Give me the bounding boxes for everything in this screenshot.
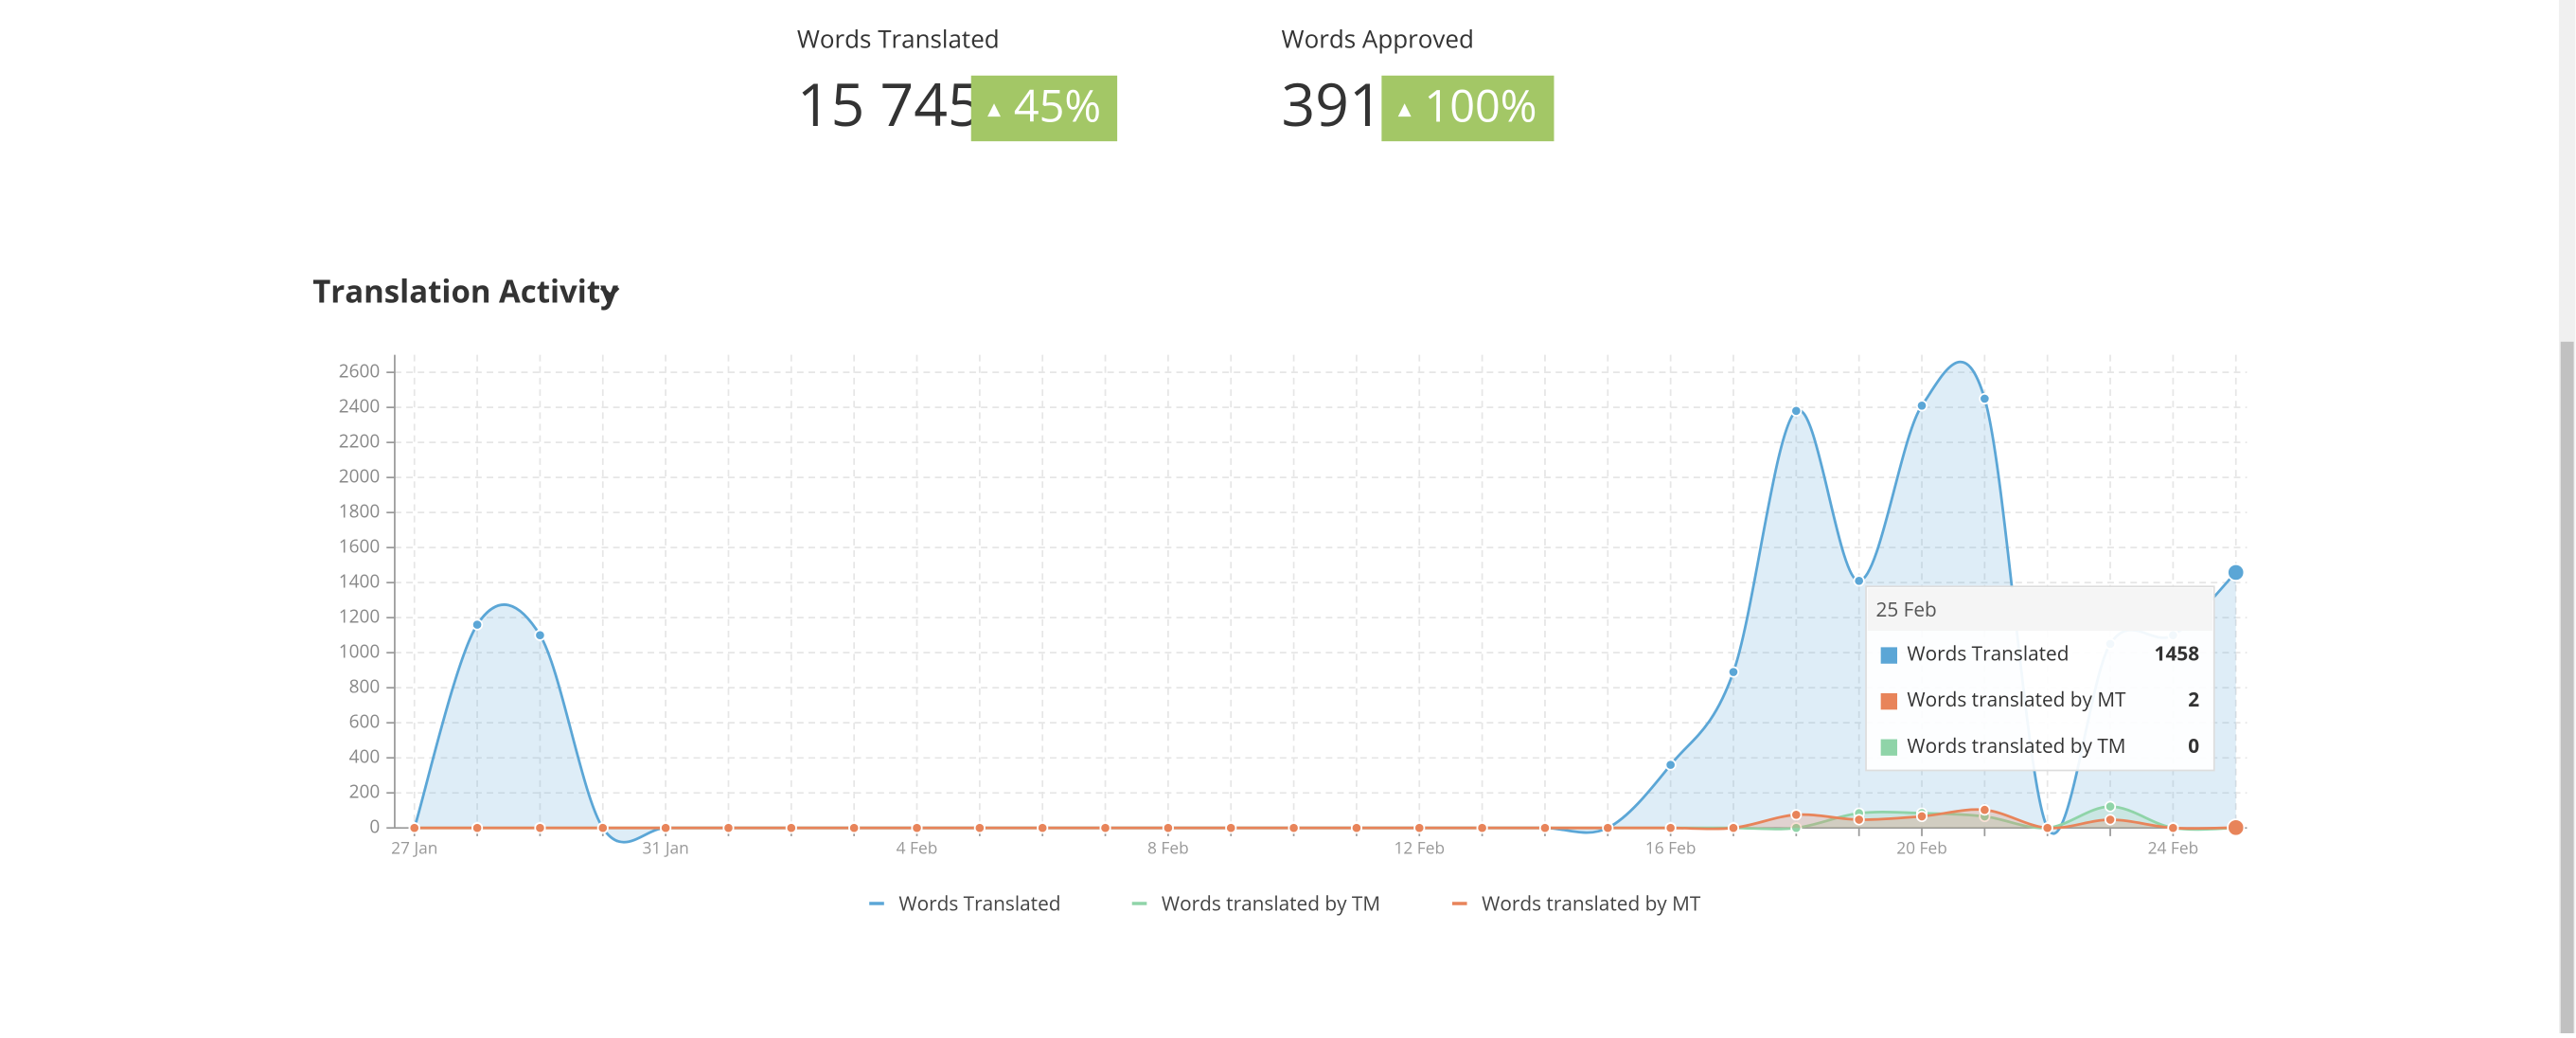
x-tick-label: 4 Feb [897, 836, 938, 859]
stat-badge [1381, 75, 1554, 142]
x-tick-label: 20 Feb [1896, 836, 1947, 859]
stat-change: 45% [1014, 75, 1101, 135]
y-tick-label: 2000 [339, 463, 381, 488]
legend-label: Words translated by TM [1162, 890, 1380, 917]
section-title: Translation Activity [312, 269, 618, 312]
point [1099, 822, 1111, 834]
stat: Words Translated 15 745 45% [797, 21, 1118, 144]
up-arrow [1397, 103, 1412, 117]
tooltip-series: Words translated by MT [1907, 687, 2126, 713]
point [408, 822, 420, 834]
tooltip-series: Words translated by TM [1907, 733, 2125, 760]
tooltip: 25 Feb Words Translated 1458 Words transla… [1865, 585, 2215, 772]
tooltip-header [1867, 587, 2213, 632]
area [414, 809, 2236, 830]
stat-value: 391 [1282, 63, 1383, 144]
scrollbar-thumb[interactable] [2560, 341, 2574, 1033]
y-tick-label: 800 [349, 673, 381, 698]
point [973, 822, 986, 834]
point [596, 822, 609, 834]
point [1162, 822, 1174, 834]
x-tick-label: 24 Feb [2148, 836, 2199, 859]
x-tick-label: 31 Jan [643, 836, 689, 859]
point [1350, 822, 1362, 834]
point [1538, 822, 1552, 834]
y-tick-label: 400 [349, 743, 381, 768]
tooltip-value: 1458 [2155, 641, 2200, 668]
point [534, 822, 546, 834]
point [1037, 822, 1049, 834]
y-tick-label: 1000 [339, 638, 381, 663]
point [1915, 810, 1928, 823]
tooltip-value: 2 [2188, 687, 2199, 713]
y-tick-label: 2400 [339, 393, 381, 418]
point [471, 618, 484, 631]
point [1853, 814, 1865, 826]
point [848, 822, 861, 834]
area [414, 362, 2236, 843]
point [785, 822, 797, 834]
y-tick-label: 200 [349, 778, 381, 803]
x-tick-label: 27 Jan [391, 836, 437, 859]
y-tick-label: 1200 [339, 603, 381, 628]
point [1413, 822, 1426, 834]
y-tick-label: 600 [349, 708, 381, 733]
point [2167, 822, 2179, 834]
up-arrow [987, 103, 1001, 117]
point [722, 822, 735, 834]
legend-label: Words translated by MT [1482, 890, 1701, 917]
legend-label: Words Translated [898, 890, 1060, 917]
y-tick-label: 0 [369, 814, 380, 838]
x-tick-label: 16 Feb [1645, 836, 1697, 859]
point [1288, 822, 1300, 834]
point [911, 822, 923, 834]
y-tick-label: 1600 [339, 533, 381, 558]
tooltip-swatch [1880, 647, 1897, 664]
x-tick-label: 8 Feb [1147, 836, 1189, 859]
stat: Words Approved 391 100% [1282, 21, 1554, 144]
x-tick-label: 12 Feb [1394, 836, 1445, 859]
point [1727, 666, 1740, 678]
point [534, 629, 546, 641]
stat-change: 100% [1424, 75, 1537, 135]
y-tick-label: 2200 [339, 428, 381, 453]
point [2041, 822, 2053, 834]
point [2227, 818, 2246, 837]
point [1790, 809, 1803, 821]
point [1979, 804, 1991, 816]
point [1664, 822, 1677, 834]
y-tick-label: 1800 [339, 498, 381, 523]
y-tick-label: 2600 [339, 358, 381, 383]
point [2104, 800, 2117, 813]
line [414, 808, 2236, 831]
point [1727, 822, 1740, 834]
point [660, 822, 672, 834]
tooltip-value: 0 [2188, 733, 2199, 760]
point [1915, 400, 1928, 412]
stat-label: Words Approved [1282, 21, 1474, 55]
point [1790, 404, 1803, 417]
tooltip-swatch [1880, 739, 1897, 756]
point [1225, 822, 1237, 834]
point [2227, 563, 2246, 582]
dropdown-chevron[interactable] [599, 286, 620, 299]
y-tick-label: 1400 [339, 568, 381, 593]
point [1853, 575, 1865, 587]
point [1664, 759, 1677, 771]
stat-label: Words Translated [797, 21, 1000, 55]
point [1979, 392, 1991, 404]
chart: 0200400600800100012001400160018002000220… [339, 354, 2247, 859]
point [471, 822, 484, 834]
point [1790, 822, 1803, 834]
point [1602, 822, 1614, 834]
point [2104, 814, 2117, 826]
tooltip-series: Words Translated [1907, 641, 2069, 668]
tooltip-swatch [1880, 692, 1897, 710]
tooltip-date: 25 Feb [1875, 597, 1936, 623]
point [1476, 822, 1488, 834]
stat-value: 15 745 [797, 63, 982, 144]
